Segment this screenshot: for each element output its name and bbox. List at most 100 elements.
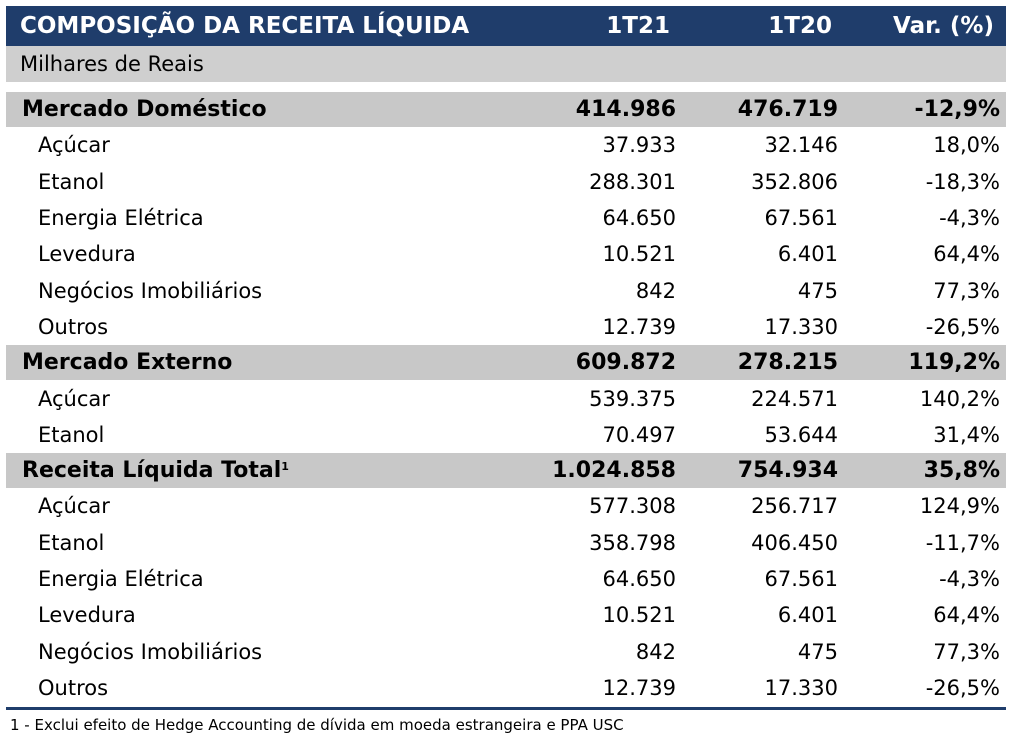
- value-var: -26,5%: [925, 315, 1000, 340]
- value-1t20: 67.561: [764, 567, 838, 592]
- value-1t20: 17.330: [764, 315, 838, 340]
- row-label: Etanol: [38, 530, 105, 555]
- value-1t21: 577.308: [589, 494, 676, 519]
- section-row: Mercado Doméstico 414.986 476.719 -12,9%: [6, 92, 1006, 127]
- value-1t20: 475: [797, 278, 838, 303]
- value-1t20: 32.146: [764, 133, 838, 158]
- value-1t20: 278.215: [737, 350, 838, 376]
- value-1t21: 609.872: [575, 350, 676, 376]
- value-var: 77,3%: [933, 639, 1000, 664]
- value-1t21: 64.650: [602, 205, 676, 230]
- row-label: Açúcar: [38, 494, 110, 519]
- value-var: 77,3%: [933, 278, 1000, 303]
- row-label: Etanol: [38, 422, 105, 447]
- row-label: Etanol: [38, 169, 105, 194]
- table-row: Açúcar 37.933 32.146 18,0%: [6, 127, 1006, 163]
- value-var: 124,9%: [919, 494, 1000, 519]
- value-var: -12,9%: [914, 97, 1000, 122]
- table-row: Etanol 358.798 406.450 -11,7%: [6, 525, 1006, 561]
- units-label: Milhares de Reais: [20, 52, 204, 76]
- row-label: Energia Elétrica: [38, 205, 204, 230]
- value-1t20: 475: [797, 639, 838, 664]
- section-label: Receita Líquida Total1: [22, 458, 506, 483]
- bottom-rule: [6, 707, 1006, 711]
- row-label: Negócios Imobiliários: [38, 639, 263, 664]
- table-title: COMPOSIÇÃO DA RECEITA LÍQUIDA: [20, 13, 470, 39]
- section-label: Mercado Doméstico: [22, 97, 506, 122]
- table-row: Energia Elétrica 64.650 67.561 -4,3%: [6, 561, 1006, 597]
- value-1t21: 10.521: [602, 242, 676, 267]
- row-label: Açúcar: [38, 386, 110, 411]
- footnote: 1 - Exclui efeito de Hedge Accounting de…: [10, 716, 624, 735]
- value-1t21: 12.739: [602, 676, 676, 701]
- table-row: Negócios Imobiliários 842 475 77,3%: [6, 273, 1006, 309]
- value-1t21: 64.650: [602, 567, 676, 592]
- row-label: Levedura: [38, 242, 136, 267]
- value-var: 119,2%: [908, 350, 1000, 376]
- value-var: -4,3%: [939, 567, 1000, 592]
- row-label: Energia Elétrica: [38, 567, 204, 592]
- table-row: Levedura 10.521 6.401 64,4%: [6, 236, 1006, 272]
- value-1t20: 6.401: [777, 603, 838, 628]
- value-1t20: 256.717: [751, 494, 838, 519]
- row-label: Açúcar: [38, 133, 110, 158]
- value-1t21: 1.024.858: [552, 458, 676, 484]
- value-1t21: 10.521: [602, 603, 676, 628]
- table-row: Açúcar 577.308 256.717 124,9%: [6, 488, 1006, 524]
- table-row: Outros 12.739 17.330 -26,5%: [6, 309, 1006, 345]
- section-label-text: Receita Líquida Total: [22, 458, 282, 484]
- value-1t21: 37.933: [602, 133, 676, 158]
- value-var: -4,3%: [939, 205, 1000, 230]
- column-header-var: Var. (%): [893, 13, 994, 39]
- section-label-text: Mercado Doméstico: [22, 97, 267, 122]
- value-1t21: 12.739: [602, 315, 676, 340]
- table-row: Açúcar 539.375 224.571 140,2%: [6, 380, 1006, 416]
- value-1t21: 358.798: [589, 530, 676, 555]
- value-var: -26,5%: [925, 676, 1000, 701]
- table-row: Outros 12.739 17.330 -26,5%: [6, 670, 1006, 706]
- table-header: COMPOSIÇÃO DA RECEITA LÍQUIDA 1T21 1T20 …: [6, 6, 1006, 46]
- value-1t21: 70.497: [602, 422, 676, 447]
- value-1t20: 406.450: [751, 530, 838, 555]
- table-row: Etanol 70.497 53.644 31,4%: [6, 417, 1006, 453]
- value-1t20: 17.330: [764, 676, 838, 701]
- value-var: 140,2%: [919, 386, 1000, 411]
- value-1t20: 67.561: [764, 205, 838, 230]
- table-row: Levedura 10.521 6.401 64,4%: [6, 597, 1006, 633]
- section-label-text: Mercado Externo: [22, 350, 233, 376]
- value-1t20: 224.571: [751, 386, 838, 411]
- value-var: 64,4%: [933, 603, 1000, 628]
- table-row: Etanol 288.301 352.806 -18,3%: [6, 163, 1006, 199]
- value-var: 18,0%: [933, 133, 1000, 158]
- value-1t21: 414.986: [575, 97, 676, 122]
- value-1t20: 754.934: [737, 458, 838, 484]
- column-header-1t21: 1T21: [606, 13, 670, 39]
- value-1t20: 6.401: [777, 242, 838, 267]
- row-label: Negócios Imobiliários: [38, 278, 263, 303]
- value-1t20: 53.644: [764, 422, 838, 447]
- value-var: 64,4%: [933, 242, 1000, 267]
- table-row: Negócios Imobiliários 842 475 77,3%: [6, 634, 1006, 670]
- spacer: [6, 82, 1006, 92]
- value-1t20: 352.806: [751, 169, 838, 194]
- value-var: 31,4%: [933, 422, 1000, 447]
- row-label: Outros: [38, 315, 109, 340]
- value-1t21: 539.375: [589, 386, 676, 411]
- row-label: Outros: [38, 676, 109, 701]
- section-row: Mercado Externo 609.872 278.215 119,2%: [6, 345, 1006, 381]
- value-1t20: 476.719: [737, 97, 838, 122]
- value-var: -18,3%: [925, 169, 1000, 194]
- table-body: Mercado Doméstico 414.986 476.719 -12,9% Açú…: [6, 92, 1006, 706]
- revenue-table: COMPOSIÇÃO DA RECEITA LÍQUIDA 1T21 1T20 …: [6, 6, 1006, 734]
- column-header-1t20: 1T20: [768, 13, 832, 39]
- footnote-marker: 1: [281, 460, 289, 474]
- table-row: Energia Elétrica 64.650 67.561 -4,3%: [6, 200, 1006, 236]
- row-label: Levedura: [38, 603, 136, 628]
- value-1t21: 842: [635, 639, 676, 664]
- value-1t21: 288.301: [589, 169, 676, 194]
- value-var: 35,8%: [923, 458, 1000, 484]
- value-1t21: 842: [635, 278, 676, 303]
- value-var: -11,7%: [925, 530, 1000, 555]
- section-row: Receita Líquida Total1 1.024.858 754.934 35…: [6, 453, 1006, 489]
- units-row: Milhares de Reais: [6, 46, 1006, 82]
